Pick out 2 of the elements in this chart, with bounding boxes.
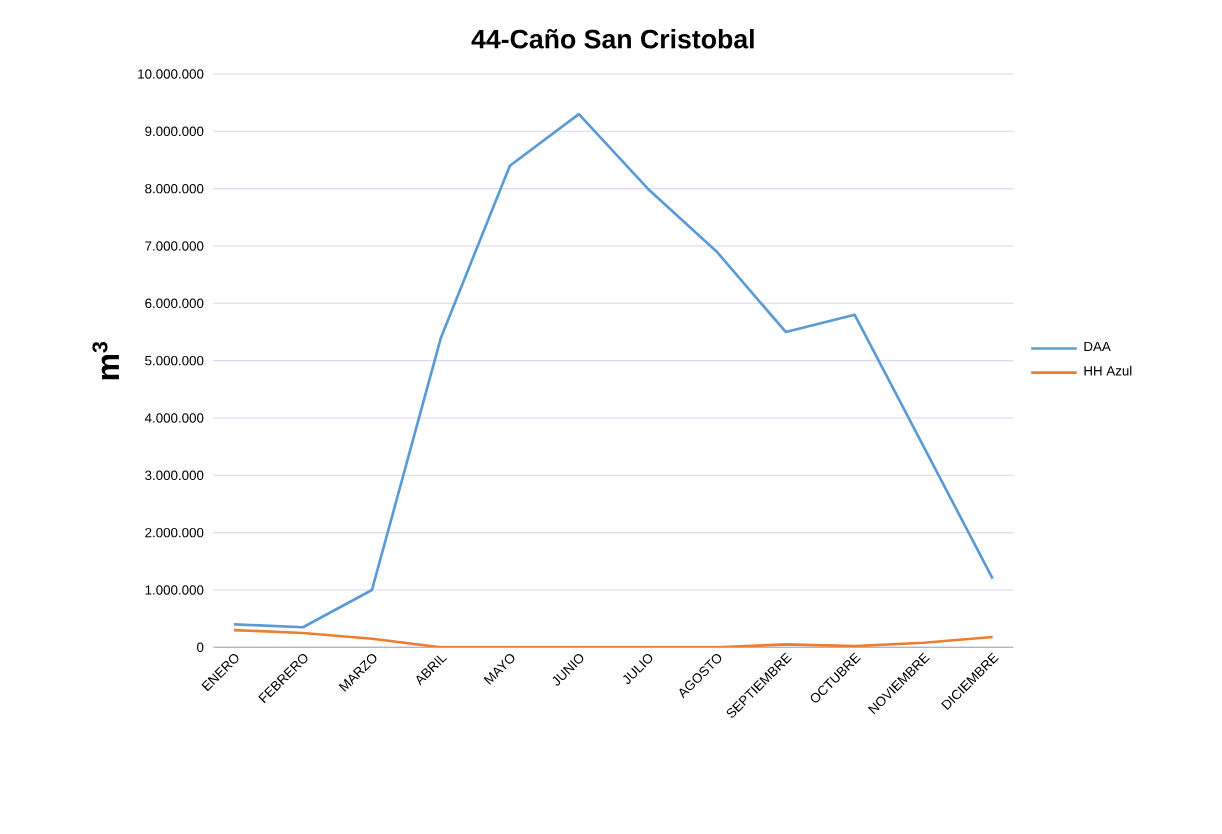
- y-axis-title: m$^{3}$: [92, 341, 119, 380]
- chart-title: 44-Caño San Cristobal: [471, 28, 754, 49]
